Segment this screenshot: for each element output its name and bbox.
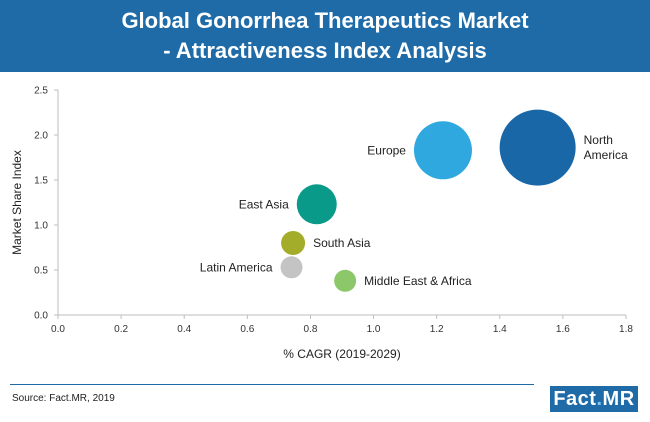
bubble-chart: 0.0 0.2 0.4 0.6 0.8 1.0 1.2 1.4 1.6 1.8 0.0 0.5 1.0 1… <box>10 86 633 362</box>
y-tick-label: 0.0 <box>34 311 48 322</box>
bubble-middle-east-africa <box>334 269 357 292</box>
x-tick-label: 1.4 <box>493 324 507 335</box>
x-tick-label: 1.2 <box>430 324 444 335</box>
chart-title-line-1: Global Gonorrhea Therapeutics Market <box>121 8 529 33</box>
x-tick-label: 0.0 <box>51 324 65 335</box>
x-tick-label: 0.2 <box>114 324 128 335</box>
logo-text-mr: MR <box>602 388 635 410</box>
bubble-europe <box>413 121 472 180</box>
bubble-label: East Asia <box>239 197 289 211</box>
bubble-latin-america <box>280 256 303 279</box>
bubble-label: South Asia <box>313 236 371 250</box>
x-tick-label: 1.8 <box>619 324 633 335</box>
bubble-east-asia <box>296 184 337 225</box>
logo-text-fact: Fact <box>553 388 597 410</box>
chart-title-line-2: - Attractiveness Index Analysis <box>163 38 487 63</box>
y-tick-label: 2.0 <box>34 131 48 142</box>
bubble-north-america <box>499 109 576 186</box>
bubble-label: Latin America <box>200 260 273 274</box>
footer-divider <box>10 384 534 385</box>
y-axis-title: Market Share Index <box>10 150 24 255</box>
title-banner: Global Gonorrhea Therapeutics Market - A… <box>0 0 650 72</box>
x-tick-label: 0.6 <box>240 324 254 335</box>
y-tick-label: 0.5 <box>34 266 48 277</box>
logo-text-dot: . <box>596 388 603 410</box>
bubble-label: North <box>584 133 613 147</box>
bubble-label: Middle East & Africa <box>364 274 472 288</box>
factmr-logo: Fact.MR <box>550 386 638 412</box>
x-tick-label: 0.8 <box>303 324 317 335</box>
y-tick-label: 2.5 <box>34 86 48 97</box>
bubble-south-asia <box>281 231 306 255</box>
x-axis-title: % CAGR (2019-2029) <box>283 347 400 361</box>
bubble-label: America <box>584 148 628 162</box>
y-tick-label: 1.5 <box>34 176 48 187</box>
bubble-label: Europe <box>367 143 406 157</box>
x-tick-label: 1.0 <box>367 324 381 335</box>
x-tick-label: 1.6 <box>556 324 570 335</box>
y-tick-label: 1.0 <box>34 221 48 232</box>
source-note: Source: Fact.MR, 2019 <box>12 393 115 404</box>
x-tick-label: 0.4 <box>177 324 191 335</box>
